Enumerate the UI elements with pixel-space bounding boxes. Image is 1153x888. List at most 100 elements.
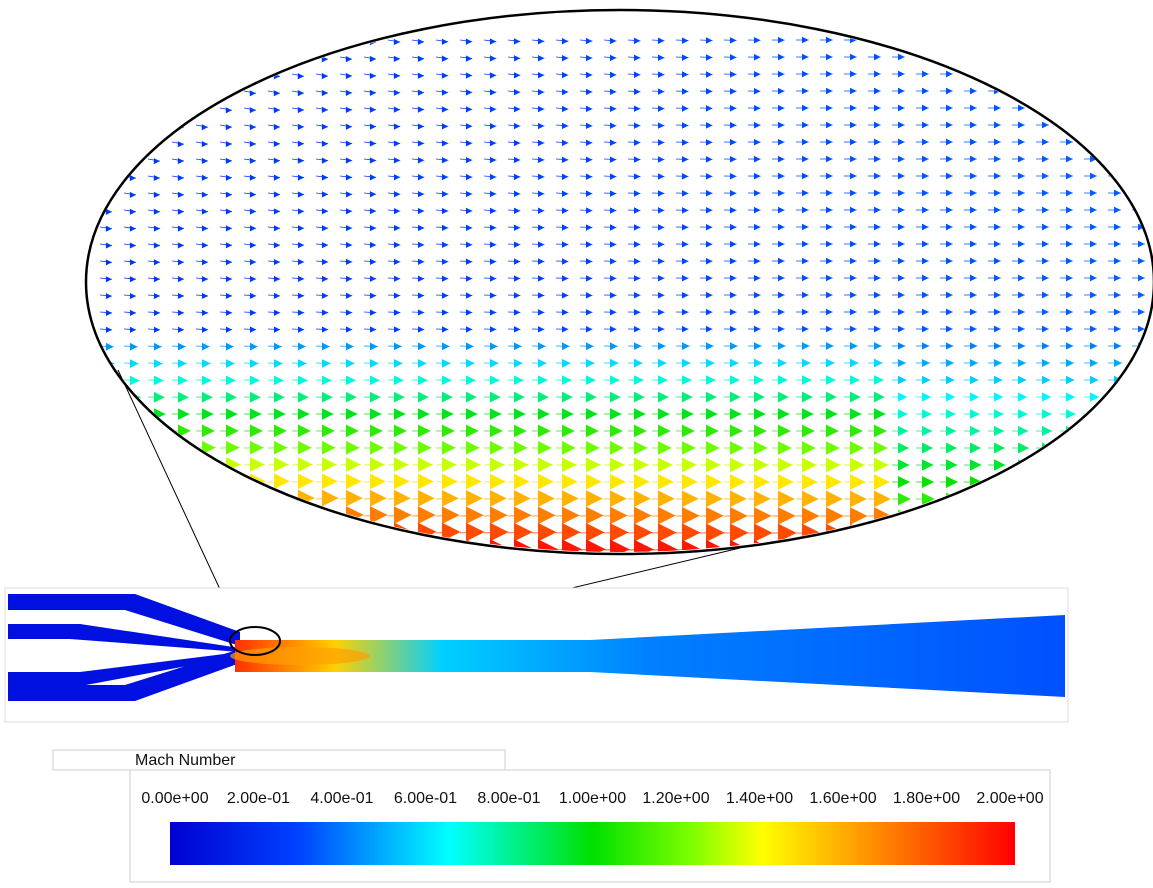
vector-head <box>610 507 628 525</box>
vector <box>148 125 160 127</box>
vector-head <box>658 258 664 264</box>
vector-head <box>130 209 136 215</box>
vector-head <box>202 57 208 63</box>
vector-head <box>898 122 905 129</box>
vector-head <box>826 224 833 231</box>
vector-head <box>1066 326 1073 333</box>
vector-head <box>994 443 1005 454</box>
vector-head <box>394 408 406 420</box>
vector-head <box>586 241 592 247</box>
vector-head <box>298 392 309 403</box>
vector-head <box>346 56 352 62</box>
vector-head <box>922 71 929 78</box>
vector-head <box>754 326 761 333</box>
vector-head <box>490 309 496 315</box>
vector-head <box>442 140 448 146</box>
tick-label: 1.20e+00 <box>642 790 709 807</box>
vector-head <box>778 540 798 560</box>
vector-head <box>802 122 809 129</box>
jet-core <box>230 647 370 665</box>
vector-head <box>778 425 791 438</box>
vector-head <box>946 173 953 180</box>
vector-head <box>706 326 713 333</box>
vector-head <box>394 259 400 265</box>
vector-head <box>754 375 764 385</box>
vector <box>268 515 292 516</box>
vector-head <box>250 310 256 316</box>
vector-head <box>394 208 400 214</box>
vector-head <box>610 139 616 145</box>
vector-head <box>754 507 772 525</box>
vector-head <box>538 457 553 472</box>
vector-head <box>874 557 895 578</box>
vector-head <box>850 557 871 578</box>
vector-head <box>250 56 256 62</box>
vector-head <box>610 224 616 230</box>
vector-head <box>898 326 905 333</box>
vector-head <box>850 540 870 560</box>
vector-head <box>682 54 688 60</box>
vector <box>100 91 112 94</box>
vector-head <box>298 73 304 79</box>
vector <box>556 566 583 567</box>
vector-head <box>418 359 427 368</box>
vector <box>364 548 390 550</box>
vector-head <box>874 275 881 282</box>
vector-head <box>202 74 208 80</box>
vector-head <box>130 57 136 63</box>
vector-head <box>226 392 237 403</box>
vector-head <box>922 392 931 401</box>
vector <box>148 74 160 77</box>
vector-head <box>130 158 136 164</box>
vector-head <box>922 224 929 231</box>
vector-head <box>850 190 857 197</box>
vector-head <box>394 293 400 299</box>
vector-head <box>946 309 953 316</box>
vector-head <box>394 157 400 163</box>
vector-head <box>1066 88 1073 95</box>
vector-head <box>202 124 208 130</box>
vector-head <box>970 190 977 197</box>
vector-head <box>706 408 718 420</box>
vector-head <box>202 490 219 507</box>
vector-head <box>322 90 328 96</box>
vector-head <box>154 554 175 575</box>
vector-head <box>490 258 496 264</box>
vector-head <box>514 208 520 214</box>
vector-head <box>826 275 833 282</box>
vector-head <box>274 425 287 438</box>
vector-head <box>562 174 568 180</box>
vector-head <box>946 105 953 112</box>
vector-head <box>394 140 400 146</box>
vector-head <box>538 392 549 403</box>
vector-head <box>682 342 690 350</box>
vector-head <box>826 342 834 350</box>
vector-head <box>850 88 857 95</box>
vector-head <box>370 326 376 332</box>
vector-head <box>778 392 789 403</box>
vector-head <box>706 458 721 473</box>
vector-head <box>274 39 280 45</box>
vector-head <box>874 88 881 95</box>
vector-head <box>274 175 280 181</box>
vector-head <box>850 139 857 146</box>
vector-head <box>370 208 376 214</box>
vector <box>124 125 136 127</box>
vector <box>412 565 439 567</box>
vector-head <box>874 474 890 490</box>
vector-head <box>1138 543 1152 557</box>
vector-head <box>1090 54 1097 61</box>
vector-head <box>1090 275 1097 282</box>
vector-head <box>346 157 352 163</box>
vector-head <box>298 326 304 332</box>
vector-head <box>586 507 604 525</box>
vector-head <box>418 523 437 542</box>
vector <box>460 566 487 567</box>
vector-head <box>874 139 881 146</box>
vector-head <box>346 90 352 96</box>
vector-head <box>1018 37 1025 44</box>
vector-head <box>994 258 1001 265</box>
vector-head <box>754 122 761 129</box>
vector-head <box>922 139 929 146</box>
vector-head <box>538 258 544 264</box>
